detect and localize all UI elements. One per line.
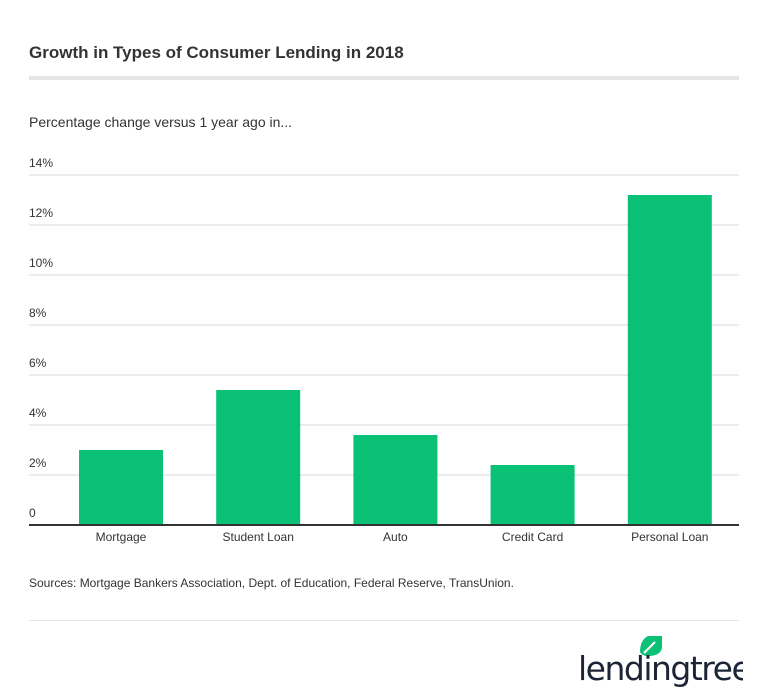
y-tick-label: 2% bbox=[29, 456, 47, 470]
svg-text:lendingtree: lendingtree bbox=[578, 649, 743, 688]
y-tick-label: 14% bbox=[29, 156, 53, 170]
y-tick-label: 4% bbox=[29, 406, 47, 420]
y-tick-label: 6% bbox=[29, 356, 47, 370]
x-tick-label: Personal Loan bbox=[631, 530, 708, 544]
chart-title: Growth in Types of Consumer Lending in 2… bbox=[29, 43, 404, 62]
title-divider bbox=[29, 76, 739, 80]
bar-chart: 0 2% 4% 6% 8% 10% 12% 14% Mortgage Student Loan Au… bbox=[29, 156, 739, 544]
bar-personal-loan bbox=[627, 195, 712, 525]
y-tick-label: 8% bbox=[29, 306, 47, 320]
lendingtree-logo: lendingtree bbox=[578, 634, 752, 694]
bar-auto bbox=[353, 435, 438, 525]
y-tick-label: 0 bbox=[29, 506, 36, 520]
x-tick-label: Credit Card bbox=[502, 530, 563, 544]
x-tick-label: Auto bbox=[383, 530, 408, 544]
bar-credit-card bbox=[490, 465, 575, 525]
y-tick-label: 10% bbox=[29, 256, 53, 270]
bar-student-loan bbox=[216, 390, 301, 525]
x-tick-label: Student Loan bbox=[222, 530, 293, 544]
y-tick-label: 12% bbox=[29, 206, 53, 220]
x-tick-label: Mortgage bbox=[96, 530, 147, 544]
source-note: Sources: Mortgage Bankers Association, D… bbox=[29, 576, 514, 590]
footer-divider bbox=[29, 620, 739, 621]
bar-mortgage bbox=[79, 450, 163, 525]
chart-subtitle: Percentage change versus 1 year ago in..… bbox=[29, 114, 293, 130]
